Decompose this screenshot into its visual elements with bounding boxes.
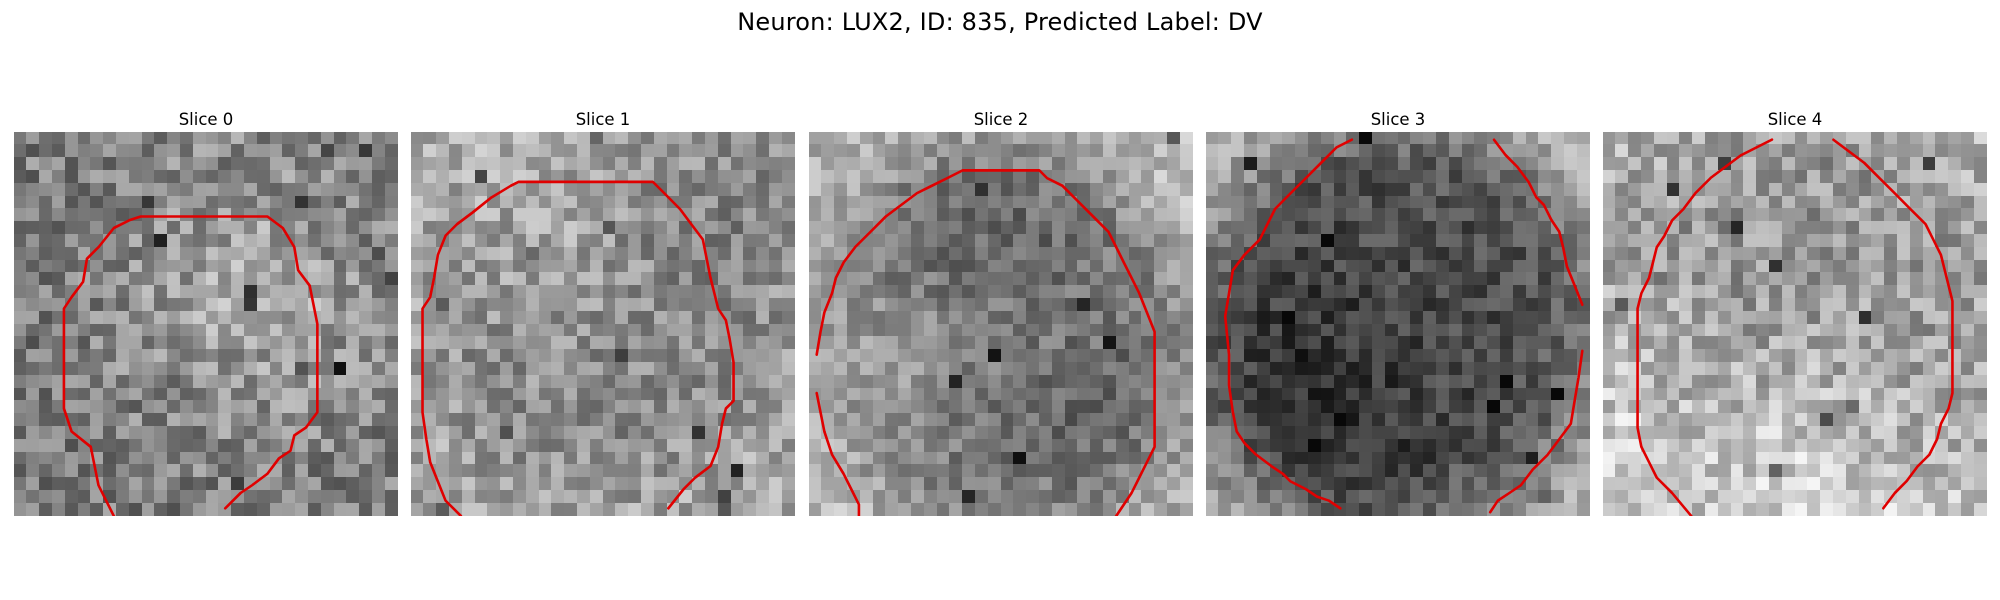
slice-title-0: Slice 0 — [178, 110, 234, 129]
slice-panel-1: Slice 1 — [411, 108, 795, 516]
slice-image-2 — [809, 132, 1193, 516]
slice-title-4: Slice 4 — [1767, 110, 1823, 129]
slice-title-1: Slice 1 — [575, 110, 631, 129]
slice-image-1 — [411, 132, 795, 516]
slice-image-3 — [1206, 132, 1590, 516]
slice-panel-3: Slice 3 — [1206, 108, 1590, 516]
slice-title-2: Slice 2 — [973, 110, 1029, 129]
slice-panel-0: Slice 0 — [14, 108, 398, 516]
slice-title-3: Slice 3 — [1370, 110, 1426, 129]
slice-panel-2: Slice 2 — [809, 108, 1193, 516]
slice-image-4 — [1603, 132, 1987, 516]
figure-title: Neuron: LUX2, ID: 835, Predicted Label: … — [737, 8, 1263, 36]
slice-panel-4: Slice 4 — [1603, 108, 1987, 516]
slice-image-0 — [14, 132, 398, 516]
